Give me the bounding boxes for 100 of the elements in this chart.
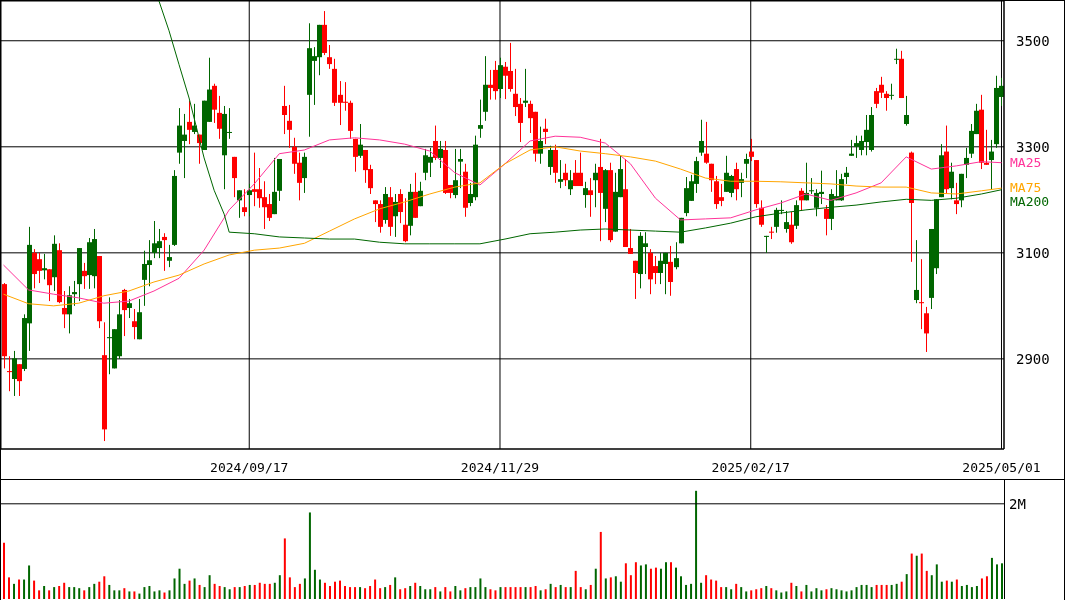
candlestick bbox=[548, 145, 553, 176]
x-tick-label: 2024/11/29 bbox=[460, 460, 540, 476]
bar bbox=[168, 590, 171, 599]
bar bbox=[153, 591, 156, 599]
bar bbox=[695, 490, 698, 599]
candlestick bbox=[398, 188, 403, 224]
bar bbox=[409, 586, 412, 599]
bar bbox=[183, 583, 186, 599]
bar bbox=[584, 589, 587, 599]
candlestick bbox=[794, 199, 799, 230]
bar bbox=[188, 580, 191, 599]
candlestick bbox=[247, 183, 252, 217]
bar bbox=[549, 583, 552, 599]
candlestick bbox=[242, 188, 247, 217]
bar bbox=[1000, 563, 1003, 599]
bar bbox=[579, 587, 582, 599]
candlestick bbox=[884, 90, 889, 112]
bar bbox=[574, 570, 577, 599]
bar bbox=[439, 591, 442, 599]
x-tick-label: 2024/09/17 bbox=[210, 460, 289, 476]
bar bbox=[53, 587, 56, 599]
bar bbox=[730, 589, 733, 599]
candlestick bbox=[563, 163, 568, 187]
candlestick bbox=[327, 44, 332, 70]
bar bbox=[223, 587, 226, 599]
candlestick bbox=[588, 177, 593, 218]
candlestick bbox=[628, 228, 633, 255]
bar bbox=[158, 590, 161, 599]
bar bbox=[544, 589, 547, 599]
bar bbox=[680, 576, 683, 599]
bar bbox=[203, 587, 206, 599]
bar bbox=[133, 591, 136, 599]
candlestick bbox=[538, 126, 543, 165]
bar bbox=[454, 586, 457, 599]
bar bbox=[870, 587, 873, 599]
candlestick bbox=[82, 262, 87, 290]
bar bbox=[23, 579, 26, 599]
bar bbox=[649, 568, 652, 599]
bar bbox=[675, 567, 678, 599]
bar bbox=[820, 590, 823, 599]
bar bbox=[359, 587, 362, 599]
bar bbox=[659, 568, 662, 599]
bar bbox=[248, 584, 251, 599]
bar bbox=[735, 583, 738, 599]
bar bbox=[78, 588, 81, 599]
bar bbox=[880, 584, 883, 599]
bar bbox=[308, 512, 311, 599]
bar bbox=[559, 584, 562, 599]
candlestick bbox=[704, 121, 709, 165]
bar bbox=[173, 578, 176, 599]
candlestick bbox=[162, 232, 167, 272]
candlestick bbox=[187, 100, 192, 145]
candlestick bbox=[553, 144, 558, 184]
bar bbox=[38, 590, 41, 599]
candlestick bbox=[217, 95, 222, 140]
candlestick bbox=[894, 48, 899, 65]
bar bbox=[619, 581, 622, 599]
bar bbox=[228, 589, 231, 599]
bar bbox=[278, 575, 281, 599]
bar bbox=[805, 584, 808, 599]
bar bbox=[499, 587, 502, 599]
bar bbox=[795, 586, 798, 599]
bar bbox=[33, 580, 36, 599]
x-tick-label: 2025/02/17 bbox=[711, 460, 790, 476]
bar bbox=[474, 587, 477, 599]
bar bbox=[138, 593, 141, 599]
bar bbox=[208, 575, 211, 599]
candlestick bbox=[904, 95, 909, 127]
bar bbox=[825, 589, 828, 599]
bar bbox=[690, 583, 693, 599]
candlestick bbox=[132, 308, 137, 340]
bar bbox=[479, 578, 482, 599]
bar bbox=[950, 581, 953, 599]
bar bbox=[404, 588, 407, 599]
bar bbox=[840, 590, 843, 599]
bar bbox=[755, 589, 758, 599]
bar bbox=[715, 580, 718, 599]
bar bbox=[770, 588, 773, 599]
bar bbox=[93, 583, 96, 599]
bar bbox=[63, 582, 66, 599]
bar bbox=[218, 586, 221, 599]
bar bbox=[108, 584, 111, 599]
bar bbox=[710, 579, 713, 599]
bar bbox=[740, 587, 743, 599]
candlestick bbox=[769, 226, 774, 240]
candlestick bbox=[167, 244, 172, 268]
candlestick bbox=[949, 162, 954, 200]
bar bbox=[43, 586, 46, 599]
bar bbox=[73, 587, 76, 599]
bar bbox=[268, 583, 271, 599]
bar bbox=[238, 587, 241, 599]
candlestick bbox=[12, 350, 17, 397]
bar bbox=[765, 586, 768, 599]
bar bbox=[720, 587, 723, 599]
candlestick bbox=[924, 306, 929, 353]
bar bbox=[980, 578, 983, 599]
bar bbox=[123, 588, 126, 599]
candlestick bbox=[438, 140, 443, 169]
bar bbox=[685, 584, 688, 599]
bar bbox=[399, 589, 402, 599]
